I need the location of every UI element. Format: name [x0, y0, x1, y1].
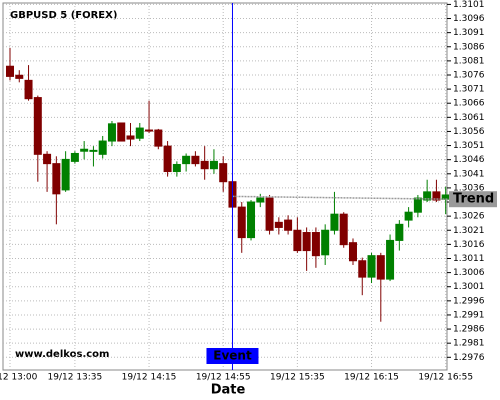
candle-body	[395, 223, 404, 241]
candle-body	[154, 129, 163, 147]
candle-body	[284, 219, 293, 231]
candle-body	[432, 191, 441, 201]
chart-title: GBPUSD 5 (FOREX)	[10, 10, 117, 21]
x-axis-label: Date	[211, 383, 246, 398]
candle-body	[209, 160, 218, 170]
candle-body	[200, 160, 209, 170]
y-tick-label: 1.3091	[453, 28, 485, 38]
candle-body	[413, 197, 422, 213]
candle-body	[126, 135, 135, 140]
x-tick-label: 19/12 15:35	[270, 373, 325, 383]
candle-body	[182, 155, 191, 165]
y-tick-label: 1.2981	[453, 339, 485, 349]
y-tick-label: 1.3016	[453, 240, 485, 250]
candle-body	[423, 191, 432, 201]
candle-body	[274, 221, 283, 228]
y-tick-label: 1.2976	[453, 353, 485, 363]
candle-body	[219, 163, 228, 183]
y-tick-label: 1.3061	[453, 113, 485, 123]
candle-body	[247, 201, 256, 239]
x-tick-label: 19/12 13:00	[0, 373, 38, 383]
trend-label-box	[449, 191, 497, 208]
candle-body	[117, 122, 126, 142]
candle-body	[98, 140, 107, 155]
y-tick-label: 1.3021	[453, 226, 485, 236]
candle-body	[302, 232, 311, 252]
x-tick-label: 19/12 13:35	[48, 373, 103, 383]
candle-body	[6, 65, 14, 77]
candle-body	[70, 152, 79, 162]
candle-body	[256, 197, 265, 203]
candle-body	[163, 145, 172, 173]
trend-label: Trend	[453, 192, 494, 207]
y-tick-label: 1.3026	[453, 212, 485, 222]
candle-body	[386, 239, 395, 280]
y-tick-label: 1.3071	[453, 85, 485, 95]
candle-body	[358, 260, 367, 278]
y-tick-label: 1.3046	[453, 155, 485, 165]
x-tick-label: 19/12 14:15	[122, 373, 177, 383]
y-tick-label: 1.3041	[453, 169, 485, 179]
candle-body	[80, 148, 89, 152]
candle-body	[191, 155, 200, 165]
x-tick-label: 19/12 14:55	[196, 373, 251, 383]
y-tick-label: 1.3066	[453, 99, 485, 109]
y-tick-label: 1.3036	[453, 183, 485, 193]
candle-body	[33, 97, 42, 155]
watermark: www.delkos.com	[15, 349, 109, 360]
candle-body	[89, 149, 98, 152]
y-tick-label: 1.3081	[453, 56, 485, 66]
y-tick-label: 1.3076	[453, 70, 485, 80]
y-tick-label: 1.2991	[453, 310, 485, 320]
x-tick-label: 19/12 16:15	[344, 373, 399, 383]
candle-body	[43, 153, 52, 165]
candle-body	[321, 229, 330, 256]
y-tick-label: 1.2986	[453, 325, 485, 335]
y-tick-label: 1.3086	[453, 42, 485, 52]
y-tick-label: 1.3096	[453, 14, 485, 24]
candle-body	[172, 163, 181, 173]
candle-body	[265, 197, 274, 231]
y-tick-label: 1.3056	[453, 127, 485, 137]
y-tick-label: 1.3006	[453, 268, 485, 278]
candle-body	[145, 129, 154, 132]
candle-body	[367, 255, 376, 278]
event-label: Event	[213, 349, 252, 363]
candle-body	[293, 229, 302, 252]
candle-body	[404, 211, 413, 221]
candle-body	[24, 79, 33, 100]
candle-body	[52, 163, 61, 195]
y-tick-label: 1.3001	[453, 282, 485, 292]
trend-line	[232, 195, 449, 200]
plot-area	[2, 2, 448, 371]
candle-body	[237, 206, 246, 239]
event-label-box	[206, 348, 259, 364]
candle-body	[339, 213, 348, 246]
y-tick-label: 1.3011	[453, 254, 485, 264]
candle-body	[348, 242, 357, 262]
candle-body	[61, 158, 70, 191]
y-tick-label: 1.2996	[453, 296, 485, 306]
candle-body	[376, 255, 385, 280]
candle-body	[330, 213, 339, 231]
candle-body	[15, 74, 24, 79]
candle-body	[107, 123, 116, 142]
candle-body	[135, 127, 144, 139]
candle-body	[311, 232, 320, 257]
y-tick-label: 1.3101	[453, 0, 485, 10]
x-tick-label: 19/12 16:55	[418, 373, 473, 383]
y-tick-label: 1.3051	[453, 141, 485, 151]
